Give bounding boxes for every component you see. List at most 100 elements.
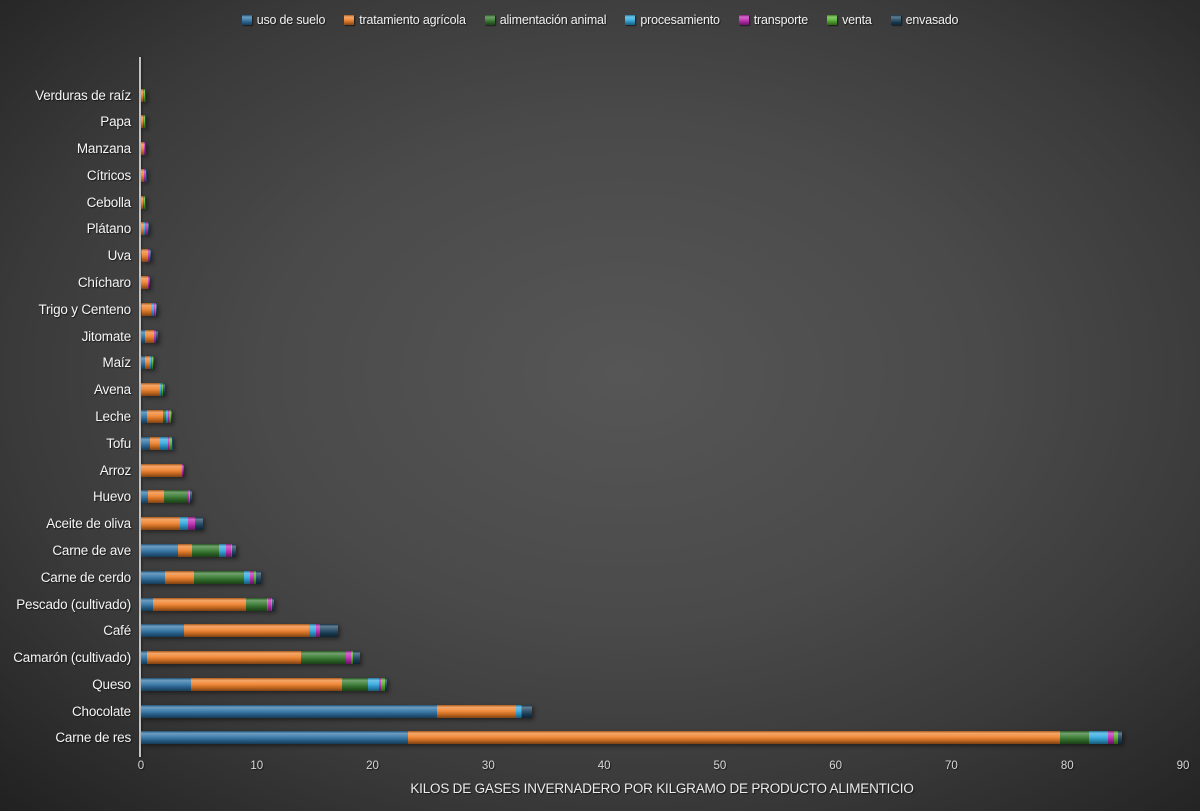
bar-segment-uso-de-suelo <box>141 249 142 263</box>
bar-row <box>141 731 1183 745</box>
x-tick-label: 80 <box>1060 760 1074 772</box>
bar-segment-tratamiento-agrícola <box>147 490 165 504</box>
bar-segment-tratamiento-agrícola <box>145 329 154 343</box>
bar-segment-tratamiento-agrícola <box>178 543 192 557</box>
bar-segment-tratamiento-agrícola <box>141 195 144 209</box>
bar-segment-venta <box>270 597 272 611</box>
bar-segment-transporte <box>143 142 145 156</box>
legend-label: transporte <box>753 13 809 27</box>
bar-row <box>141 651 1183 665</box>
category-label: Café <box>103 623 131 639</box>
bar-row <box>141 88 1183 102</box>
bar-segment-uso-de-suelo <box>141 624 184 638</box>
bar-segment-uso-de-suelo <box>141 490 148 504</box>
x-tick-label: 60 <box>829 760 843 772</box>
category-label: Camarón (cultivado) <box>13 650 131 666</box>
bar-segment-transporte <box>153 329 156 343</box>
bar-segment-uso-de-suelo <box>141 651 147 665</box>
bar-segment-tratamiento-agrícola <box>141 383 160 397</box>
bar-row <box>141 329 1183 343</box>
legend-label: alimentación animal <box>499 13 607 27</box>
x-tick-label: 0 <box>137 760 145 772</box>
bar-segment-tratamiento-agrícola <box>141 168 145 182</box>
legend-item: tratamiento agrícola <box>344 13 466 27</box>
plot-area <box>141 57 1183 757</box>
bar-segment-tratamiento-agrícola <box>190 677 343 691</box>
category-label: Uva <box>107 248 132 264</box>
bar-segment-procesamiento <box>150 356 152 370</box>
bar-segment-transporte <box>143 195 145 209</box>
bar-segment-envasado <box>522 704 532 718</box>
bar-segment-envasado <box>183 463 185 477</box>
bar-row <box>141 490 1183 504</box>
bar-row <box>141 517 1183 531</box>
bar-segment-tratamiento-agrícola <box>437 704 517 718</box>
category-label: Carne de ave <box>52 542 131 558</box>
bar-segment-tratamiento-agrícola <box>150 436 161 450</box>
bar-segment-alimentación-animal <box>194 570 245 584</box>
category-label: Carne de cerdo <box>40 569 131 585</box>
bar-segment-procesamiento <box>244 570 250 584</box>
category-label: Tofu <box>106 435 131 451</box>
bar-segment-tratamiento-agrícola <box>141 463 181 477</box>
bar-segment-uso-de-suelo <box>141 356 145 370</box>
x-tick-label: 40 <box>597 760 611 772</box>
bar-segment-alimentación-animal <box>164 490 189 504</box>
bar-segment-venta <box>1113 731 1119 745</box>
bar-segment-transporte <box>147 276 149 290</box>
bar-segment-venta <box>155 302 156 316</box>
bar-segment-transporte <box>188 490 190 504</box>
bar-segment-tratamiento-agrícola <box>146 409 163 423</box>
bar-segment-uso-de-suelo <box>141 704 438 718</box>
bar-segment-tratamiento-agrícola <box>153 597 247 611</box>
category-label: Chocolate <box>72 703 131 719</box>
legend-label: venta <box>842 13 872 27</box>
legend-swatch-icon <box>625 15 636 25</box>
x-axis-title: KILOS DE GASES INVERNADERO POR KILGRAMO … <box>410 781 914 796</box>
bar-segment-transporte <box>147 249 150 263</box>
category-label: Huevo <box>92 489 131 505</box>
category-axis-labels: Verduras de raíz Papa Manzana Cítricos Cebol… <box>0 57 131 757</box>
bar-segment-venta <box>350 651 353 665</box>
bar-segment-alimentación-animal <box>300 651 346 665</box>
x-tick-label: 90 <box>1176 760 1190 772</box>
bar-segment-envasado <box>152 356 154 370</box>
legend-item: transporte <box>738 13 809 27</box>
category-label: Cebolla <box>86 194 132 210</box>
category-label: Papa <box>100 114 131 130</box>
bar-segment-transporte <box>153 302 156 316</box>
bar-segment-tratamiento-agrícola <box>408 731 1061 745</box>
legend-swatch-icon <box>241 15 252 25</box>
x-axis-ticks: 0 10 20 30 40 50 60 70 80 90 <box>137 760 1190 776</box>
bar-segment-transporte <box>167 436 169 450</box>
x-tick-label: 50 <box>713 760 727 772</box>
category-label: Cítricos <box>86 167 131 183</box>
legend-label: envasado <box>905 13 959 27</box>
legend-swatch-icon <box>890 15 901 25</box>
bar-segment-transporte <box>160 383 162 397</box>
bar-segment-envasado <box>155 329 158 343</box>
bar-segment-venta <box>161 383 163 397</box>
bar-segment-uso-de-suelo <box>141 731 409 745</box>
bar-segment-transporte <box>151 356 153 370</box>
bar-segment-envasado <box>149 276 150 290</box>
bar-row <box>141 570 1183 584</box>
category-label: Leche <box>95 408 131 424</box>
bar-segment-procesamiento <box>367 677 380 691</box>
bar-segment-envasado <box>271 597 275 611</box>
bar-segment-procesamiento <box>180 463 182 477</box>
bar-segment-venta <box>182 463 184 477</box>
category-label: Queso <box>92 676 131 692</box>
bar-segment-tratamiento-agrícola <box>141 142 144 156</box>
legend-swatch-icon <box>827 15 838 25</box>
bar-segment-alimentación-animal <box>162 409 166 423</box>
legend-swatch-icon <box>484 15 495 25</box>
bar-segment-procesamiento <box>267 597 268 611</box>
bar-segment-procesamiento <box>159 383 161 397</box>
bar-segment-uso-de-suelo <box>141 543 179 557</box>
bar-row <box>141 383 1183 397</box>
bar-segment-tratamiento-agrícola <box>141 517 181 531</box>
bar-segment-alimentación-animal <box>246 597 268 611</box>
bar-segment-transporte <box>167 409 169 423</box>
